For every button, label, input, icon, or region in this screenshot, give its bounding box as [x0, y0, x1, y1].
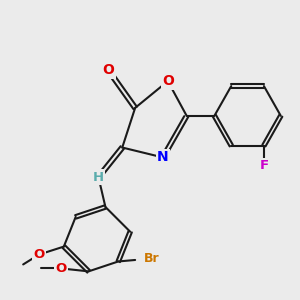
Text: Br: Br [144, 252, 160, 265]
Text: O: O [55, 262, 67, 275]
Text: O: O [162, 74, 174, 88]
Text: O: O [33, 248, 45, 261]
Text: H: H [93, 171, 104, 184]
Text: O: O [103, 63, 114, 77]
Text: F: F [260, 159, 268, 172]
Text: N: N [157, 150, 169, 164]
